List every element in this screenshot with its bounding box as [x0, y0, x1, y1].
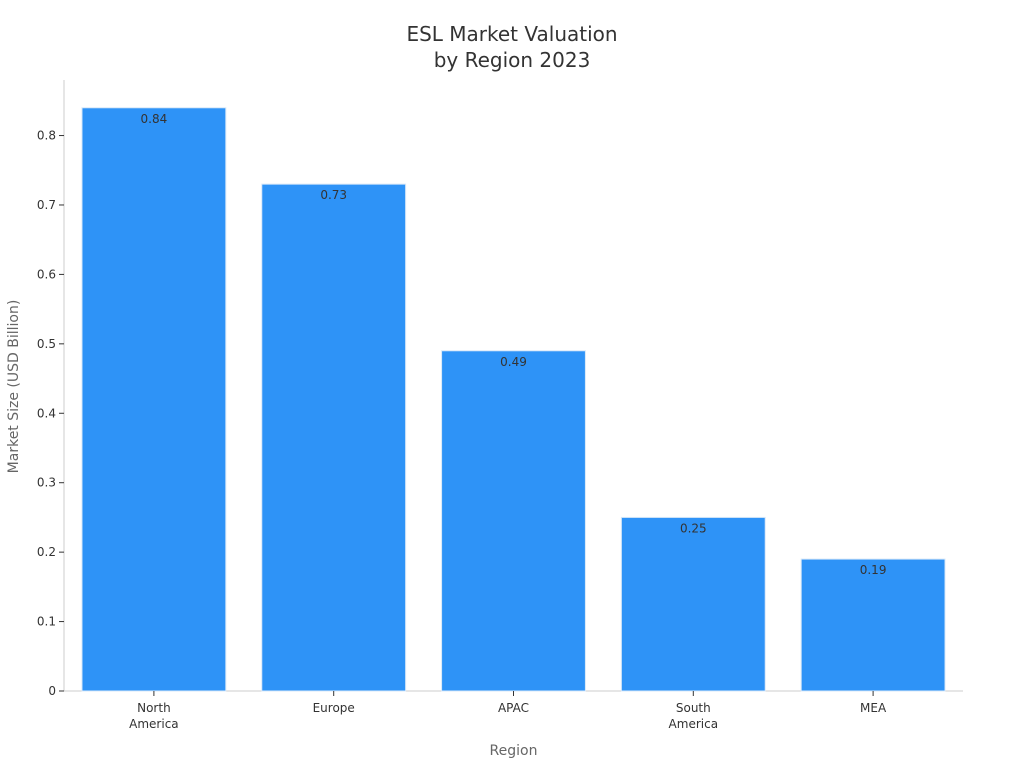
data-label: 0.49 — [500, 355, 527, 369]
y-tick-label: 0.7 — [37, 198, 56, 212]
x-tick-label: America — [129, 717, 179, 731]
x-tick-label: America — [669, 717, 719, 731]
bar — [81, 107, 227, 692]
x-tick-label: APAC — [498, 701, 529, 715]
bar — [441, 350, 586, 692]
data-label: 0.19 — [860, 563, 887, 577]
bar — [800, 558, 946, 692]
x-tick-label: Europe — [313, 701, 355, 715]
y-tick-label: 0.4 — [37, 406, 56, 420]
y-tick-label: 0.2 — [37, 545, 56, 559]
x-tick-label: MEA — [860, 701, 887, 715]
y-tick-label: 0.6 — [37, 267, 56, 281]
bar — [620, 516, 766, 692]
y-tick-label: 0.8 — [37, 129, 56, 143]
bar — [261, 183, 407, 692]
data-label: 0.25 — [680, 521, 707, 535]
chart-title-line-2: by Region 2023 — [433, 48, 591, 72]
data-label: 0.73 — [320, 188, 347, 202]
y-tick-label: 0.5 — [37, 337, 56, 351]
data-label: 0.84 — [141, 112, 168, 126]
x-axis-title: Region — [490, 743, 538, 759]
y-tick-label: 0 — [48, 684, 56, 698]
y-tick-label: 0.1 — [37, 615, 56, 629]
y-axis-title: Market Size (USD Billion) — [6, 300, 22, 474]
chart-title-line-1: ESL Market Valuation — [406, 22, 618, 46]
x-tick-label: North — [137, 701, 171, 715]
y-tick-label: 0.3 — [37, 476, 56, 490]
x-tick-label: South — [676, 701, 711, 715]
